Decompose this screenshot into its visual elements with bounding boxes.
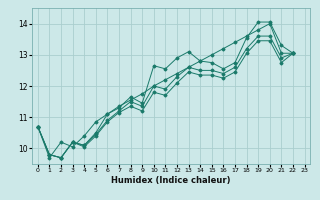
X-axis label: Humidex (Indice chaleur): Humidex (Indice chaleur) (111, 176, 231, 185)
